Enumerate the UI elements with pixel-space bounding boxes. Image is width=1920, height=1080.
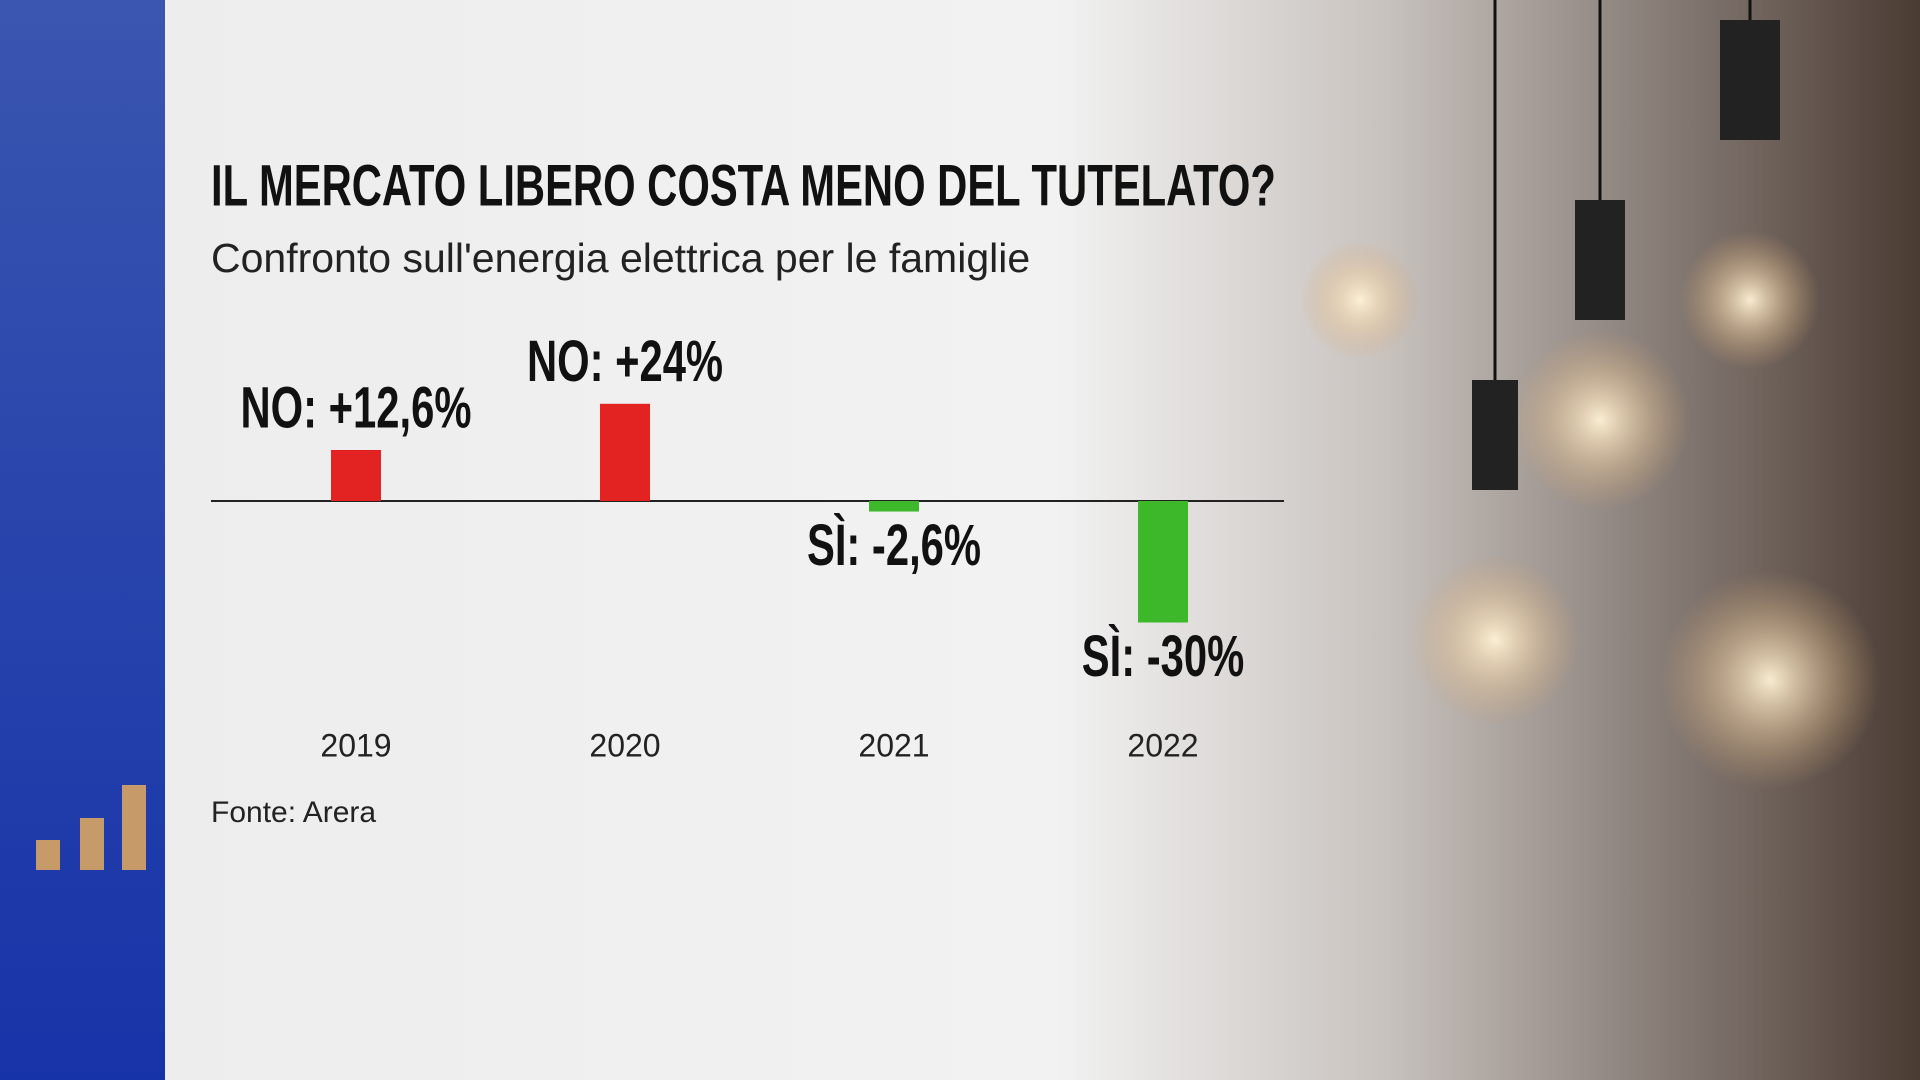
bar [869, 501, 919, 512]
x-tick-label: 2022 [1127, 727, 1198, 763]
bar [600, 403, 650, 501]
chart-subtitle: Confronto sull'energia elettrica per le … [211, 235, 1030, 281]
value-label: SÌ: -2,6% [807, 513, 981, 578]
bulbs-decoration [1300, 0, 1880, 790]
bar [331, 449, 381, 501]
x-tick-label: 2019 [320, 727, 391, 763]
source-note: Fonte: Arera [211, 796, 376, 829]
x-tick-label: 2021 [858, 727, 929, 763]
value-label: NO: +12,6% [241, 375, 472, 440]
chart-title: IL MERCATO LIBERO COSTA MENO DEL TUTELAT… [211, 153, 1276, 218]
side-panel [0, 0, 165, 1080]
side-panel-bars [36, 785, 146, 870]
value-label: NO: +24% [527, 329, 723, 394]
bar [1138, 501, 1188, 623]
value-label: SÌ: -30% [1082, 624, 1244, 689]
x-tick-label: 2020 [589, 727, 660, 763]
